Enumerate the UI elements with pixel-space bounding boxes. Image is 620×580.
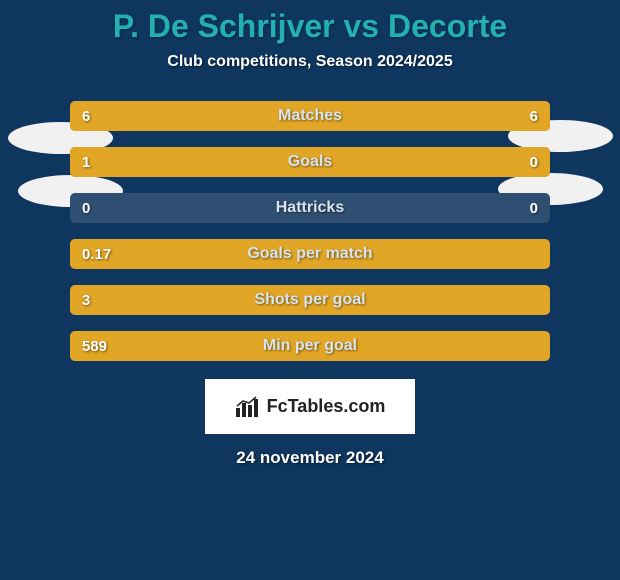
stat-value-left: 0.17 [82, 239, 111, 269]
stats-list: Matches66Goals10Hattricks00Goals per mat… [70, 101, 550, 361]
comparison-card: P. De Schrijver vs Decorte Club competit… [0, 0, 620, 580]
brand-label: FcTables.com [267, 396, 386, 417]
stat-row: Min per goal589 [70, 331, 550, 361]
stat-row: Goals1 0 [70, 147, 550, 177]
subtitle: Club competitions, Season 2024/2025 [0, 53, 620, 71]
stat-row: Shots per goal3 [70, 285, 550, 315]
stat-value-left: 0 [82, 193, 90, 223]
stat-label: Min per goal [70, 331, 550, 361]
stat-label: Goals per match [70, 239, 550, 269]
chart-icon [235, 396, 261, 418]
date-label: 24 november 2024 [0, 448, 620, 468]
stat-value-right: 0 [530, 147, 538, 177]
stat-value-left: 1 [82, 147, 90, 177]
stat-value-right: 0 [530, 193, 538, 223]
stat-row: Hattricks0 0 [70, 193, 550, 223]
stat-value-left: 6 [82, 101, 90, 131]
stat-value-right: 6 [530, 101, 538, 131]
stat-label: Shots per goal [70, 285, 550, 315]
stat-label: Matches [70, 101, 550, 131]
stat-row: Goals per match0.17 [70, 239, 550, 269]
stat-label: Goals [70, 147, 550, 177]
stat-row: Matches6 6 [70, 101, 550, 131]
brand-footer: FcTables.com [205, 379, 415, 434]
stat-value-left: 3 [82, 285, 90, 315]
page-title: P. De Schrijver vs Decorte [0, 0, 620, 53]
stat-value-left: 589 [82, 331, 107, 361]
stat-label: Hattricks [70, 193, 550, 223]
